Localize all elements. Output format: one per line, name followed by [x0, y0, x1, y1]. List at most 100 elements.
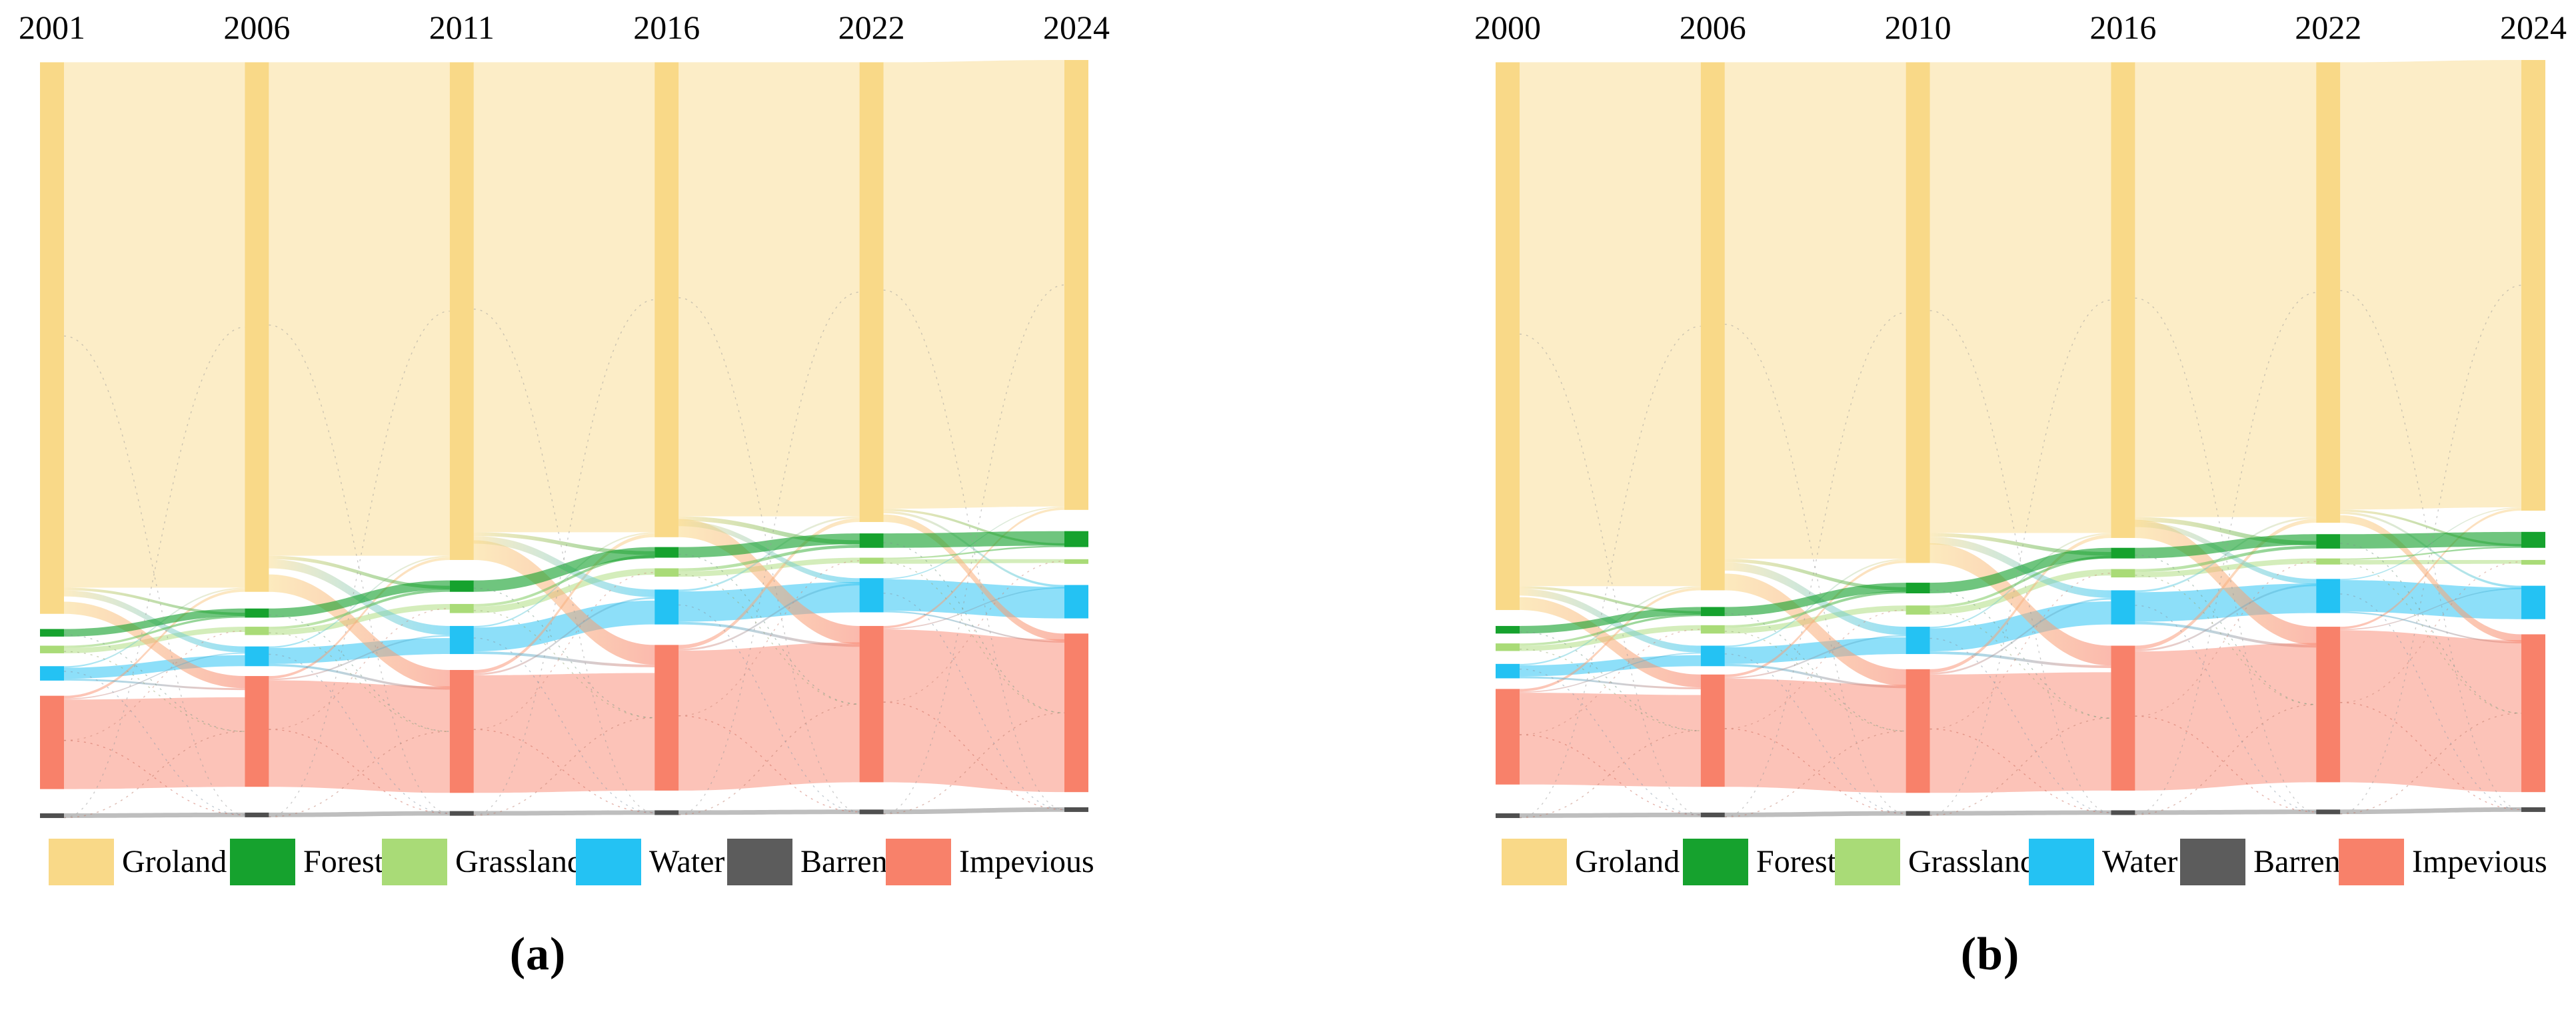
node-groland-2024 — [2521, 60, 2545, 511]
node-groland-2001 — [40, 62, 64, 614]
year-label: 2006 — [1679, 9, 1746, 46]
year-label: 2024 — [2500, 9, 2567, 46]
node-groland-2016 — [654, 62, 679, 537]
node-forest-2016 — [2111, 547, 2135, 559]
panel-b-caption: (b) — [1960, 929, 2020, 980]
year-label: 2016 — [2089, 9, 2157, 46]
node-impevious-2016 — [2111, 645, 2135, 791]
node-water-2022 — [2316, 579, 2341, 613]
node-water-2024 — [2521, 585, 2545, 619]
node-forest-2011 — [449, 580, 474, 592]
node-barren-2016 — [654, 810, 679, 815]
node-barren-2022 — [2316, 809, 2341, 815]
node-groland-2000 — [1496, 62, 1520, 611]
node-forest-2022 — [2316, 534, 2341, 549]
legend-swatch-groland — [49, 839, 114, 885]
node-grassland-2001 — [40, 645, 64, 653]
node-impevious-2000 — [1496, 689, 1520, 785]
node-impevious-2016 — [654, 645, 679, 791]
node-impevious-2024 — [2521, 634, 2545, 793]
legend-swatch-water — [576, 839, 641, 885]
node-water-2006 — [1700, 645, 1725, 667]
node-water-2001 — [40, 666, 64, 681]
node-grassland-2022 — [859, 557, 884, 564]
node-barren-2011 — [449, 811, 474, 816]
legend-label-groland: Groland — [1575, 844, 1680, 879]
node-barren-2024 — [2521, 807, 2545, 812]
legend-swatch-grassland — [382, 839, 447, 885]
node-grassland-2024 — [1064, 559, 1088, 564]
node-water-2016 — [2111, 590, 2135, 625]
legend-swatch-barren — [2180, 839, 2245, 885]
year-label: 2022 — [838, 9, 905, 46]
legend-label-grassland: Grassland — [455, 844, 583, 879]
year-label: 2000 — [1474, 9, 1541, 46]
node-groland-2006 — [245, 62, 269, 592]
node-grassland-2016 — [654, 568, 679, 577]
node-forest-2024 — [2521, 531, 2545, 548]
year-label: 2001 — [19, 9, 85, 46]
panel-a-caption: (a) — [509, 929, 567, 980]
node-water-2022 — [859, 578, 884, 613]
year-label: 2024 — [1043, 9, 1110, 46]
node-barren-2016 — [2111, 810, 2135, 815]
node-barren-2000 — [1496, 813, 1520, 819]
legend-swatch-barren — [727, 839, 792, 885]
node-water-2016 — [654, 589, 679, 625]
legend-label-barren: Barren — [2253, 844, 2341, 879]
node-impevious-2022 — [859, 625, 884, 783]
node-water-2000 — [1496, 663, 1520, 679]
legend-swatch-forest — [1683, 839, 1748, 885]
legend-label-water: Water — [649, 844, 725, 879]
year-label: 2006 — [223, 9, 291, 46]
node-barren-2006 — [1700, 812, 1725, 817]
node-grassland-2000 — [1496, 643, 1520, 651]
node-groland-2022 — [859, 62, 884, 523]
node-grassland-2006 — [245, 627, 269, 635]
node-impevious-2010 — [1906, 669, 1930, 793]
legend-swatch-groland — [1502, 839, 1567, 885]
legend-swatch-forest — [230, 839, 295, 885]
node-groland-2022 — [2316, 62, 2341, 523]
node-groland-2011 — [449, 62, 474, 560]
node-forest-2000 — [1496, 625, 1520, 634]
node-groland-2024 — [1064, 60, 1088, 510]
node-barren-2006 — [245, 812, 269, 817]
node-forest-2006 — [245, 608, 269, 618]
node-grassland-2006 — [1700, 625, 1725, 634]
legend-label-barren: Barren — [800, 844, 888, 879]
legend-label-impevious: Impevious — [959, 844, 1094, 879]
node-impevious-2011 — [449, 669, 474, 793]
legend-label-impevious: Impevious — [2412, 844, 2547, 879]
legend-swatch-water — [2029, 839, 2094, 885]
node-water-2011 — [449, 625, 474, 655]
year-label: 2011 — [429, 9, 495, 46]
legend-label-forest: Forest — [303, 844, 383, 879]
legend-swatch-grassland — [1835, 839, 1900, 885]
legend-label-groland: Groland — [122, 844, 227, 879]
node-grassland-2016 — [2111, 569, 2135, 578]
node-barren-2024 — [1064, 807, 1088, 812]
node-impevious-2006 — [245, 676, 269, 787]
legend-swatch-impevious — [2339, 839, 2404, 885]
node-barren-2022 — [859, 809, 884, 815]
node-impevious-2001 — [40, 695, 64, 789]
node-forest-2001 — [40, 629, 64, 637]
year-label: 2022 — [2295, 9, 2362, 46]
node-grassland-2024 — [2521, 559, 2545, 565]
node-impevious-2022 — [2316, 627, 2341, 783]
legend-label-grassland: Grassland — [1908, 844, 2036, 879]
node-forest-2022 — [859, 533, 884, 548]
node-barren-2001 — [40, 813, 64, 819]
node-forest-2016 — [654, 547, 679, 558]
node-impevious-2006 — [1700, 674, 1725, 787]
node-grassland-2022 — [2316, 558, 2341, 565]
legend-label-water: Water — [2102, 844, 2178, 879]
node-groland-2010 — [1906, 62, 1930, 563]
node-water-2024 — [1064, 585, 1088, 619]
node-forest-2010 — [1906, 583, 1930, 594]
node-grassland-2011 — [449, 603, 474, 613]
node-forest-2024 — [1064, 531, 1088, 547]
